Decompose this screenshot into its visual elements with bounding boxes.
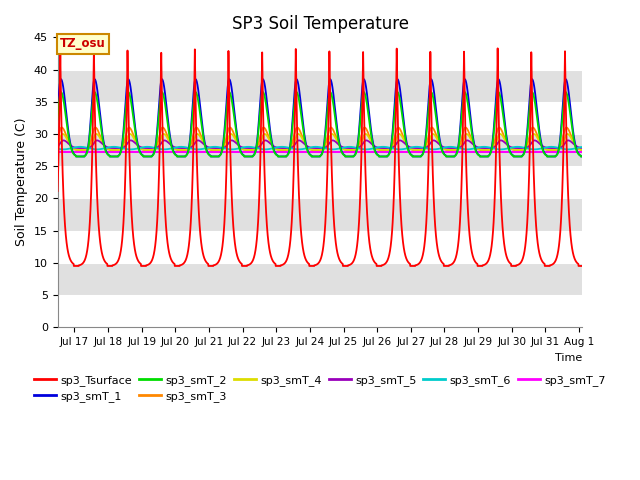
Bar <box>58 102 582 134</box>
Bar <box>58 295 582 327</box>
Bar <box>58 70 582 102</box>
Bar <box>58 134 582 166</box>
Title: SP3 Soil Temperature: SP3 Soil Temperature <box>232 15 408 33</box>
Text: Time: Time <box>556 353 582 363</box>
Bar <box>58 263 582 295</box>
Text: TZ_osu: TZ_osu <box>60 37 106 50</box>
Legend: sp3_Tsurface, sp3_smT_1, sp3_smT_2, sp3_smT_3, sp3_smT_4, sp3_smT_5, sp3_smT_6, : sp3_Tsurface, sp3_smT_1, sp3_smT_2, sp3_… <box>29 371 611 407</box>
Bar <box>58 198 582 230</box>
Y-axis label: Soil Temperature (C): Soil Temperature (C) <box>15 118 28 247</box>
Bar <box>58 230 582 263</box>
Bar <box>58 37 582 70</box>
Bar <box>58 166 582 198</box>
